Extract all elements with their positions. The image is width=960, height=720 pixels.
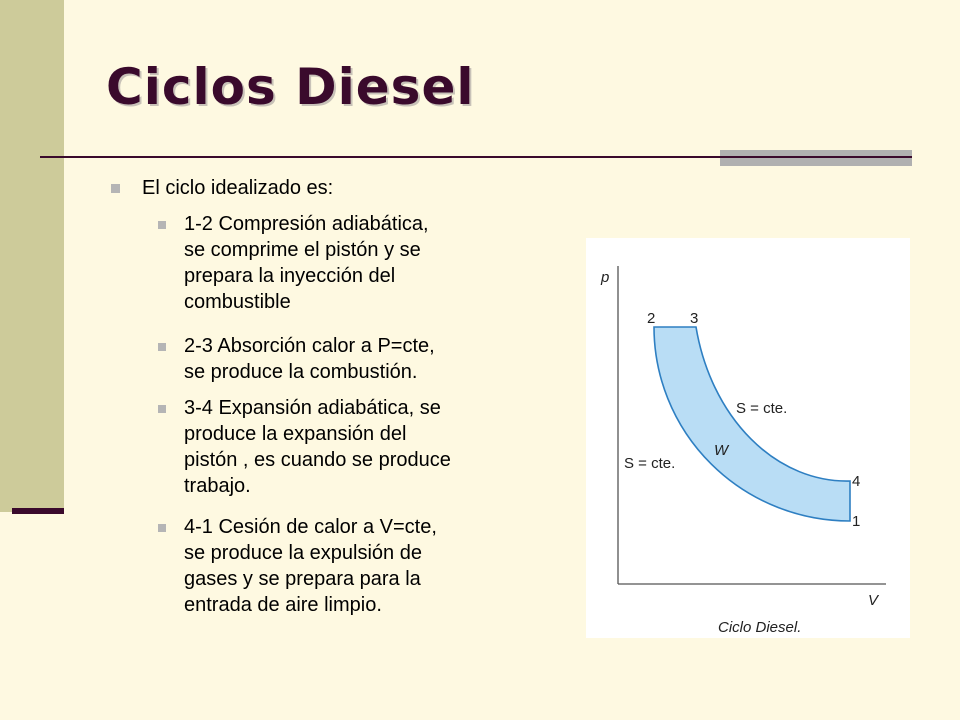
cycle-work-area	[653, 326, 851, 522]
list-item-line: 1-2 Compresión adiabática,	[184, 213, 429, 235]
point-4-label: 4	[852, 473, 860, 490]
side-accent-line	[12, 508, 64, 514]
list-item-line: se produce la combustión.	[184, 361, 418, 383]
diagram-caption: Ciclo Diesel.	[718, 619, 801, 636]
list-item: 3-4 Expansión adiabática, se produce la …	[184, 395, 514, 499]
list-item-line: 4-1 Cesión de calor a V=cte,	[184, 516, 437, 538]
point-3-label: 3	[690, 310, 698, 327]
list-item-line: 2-3 Absorción calor a P=cte,	[184, 335, 435, 357]
list-item-line: entrada de aire limpio.	[184, 594, 382, 616]
point-2-label: 2	[647, 310, 655, 327]
title-divider-accent	[720, 150, 912, 166]
x-axis-label: V	[868, 592, 880, 609]
sub-bullet-icon	[158, 221, 166, 229]
sub-bullet-icon	[158, 343, 166, 351]
sub-bullet-icon	[158, 405, 166, 413]
list-item-line: se comprime el pistón y se	[184, 239, 421, 261]
title-divider	[40, 156, 912, 158]
list-item: 4-1 Cesión de calor a V=cte, se produce …	[184, 514, 514, 618]
list-item-line: produce la expansión del	[184, 423, 407, 445]
list-item-line: combustible	[184, 291, 291, 313]
pv-diagram: p V 2 3 4 1 S = cte. S = cte. W Ciclo Di…	[600, 266, 886, 636]
y-axis-label: p	[600, 269, 609, 286]
list-item: 2-3 Absorción calor a P=cte, se produce …	[184, 333, 514, 385]
list-item-line: trabajo.	[184, 475, 251, 497]
list-item-line: prepara la inyección del	[184, 265, 396, 287]
diesel-cycle-diagram: p V 2 3 4 1 S = cte. S = cte. W Ciclo Di…	[586, 238, 910, 638]
work-label: W	[714, 442, 730, 459]
list-item-line: gases y se prepara para la	[184, 568, 421, 590]
side-accent-bar	[0, 0, 64, 512]
bullet-icon	[111, 184, 120, 193]
lower-isentropic-label: S = cte.	[624, 455, 675, 472]
list-item-line: pistón , es cuando se produce	[184, 449, 451, 471]
sub-bullet-icon	[158, 524, 166, 532]
point-1-label: 1	[852, 513, 860, 530]
list-item-line: se produce la expulsión de	[184, 542, 422, 564]
intro-text: El ciclo idealizado es:	[142, 177, 334, 199]
upper-isentropic-label: S = cte.	[736, 400, 787, 417]
list-item-line: 3-4 Expansión adiabática, se	[184, 397, 441, 419]
slide-title: Ciclos Diesel	[106, 58, 475, 116]
list-item: 1-2 Compresión adiabática, se comprime e…	[184, 211, 514, 315]
